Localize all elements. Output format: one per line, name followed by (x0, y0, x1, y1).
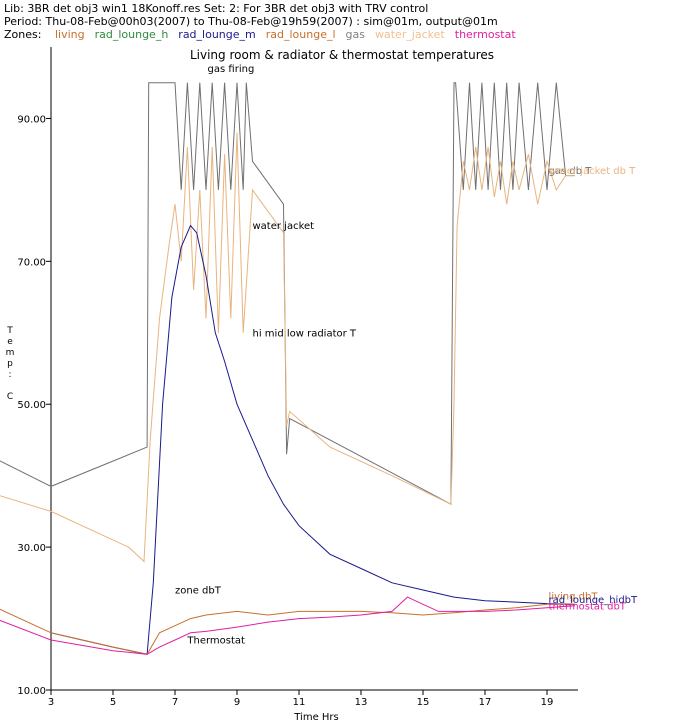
header-library-line: Lib: 3BR det obj3 win1 18Konoff.res Set:… (4, 2, 429, 15)
y-tick-label: 30.00 (17, 543, 46, 554)
x-tick-label: 7 (172, 697, 178, 708)
annotation: zone dbT (175, 586, 222, 597)
series-line (0, 82, 575, 506)
annotation: thermostat dbT (549, 601, 627, 612)
x-tick-label: 11 (293, 697, 306, 708)
annotation: water jacket db T (549, 166, 637, 177)
annotation: Thermostat (186, 636, 245, 647)
annotation: gas firing (208, 64, 255, 75)
chart-title: Living room & radiator & thermostat temp… (190, 48, 494, 62)
y-tick-label: 10.00 (17, 686, 46, 697)
zones-label: Zones: (4, 28, 42, 41)
annotation: gas db T (549, 166, 593, 177)
x-tick-label: 5 (110, 697, 116, 708)
x-axis-label: Time Hrs (293, 712, 339, 723)
series-line (0, 132, 575, 563)
zone-legend-item: rad_lounge_h (94, 28, 169, 41)
annotation: rad_lounge_hidbT (549, 595, 638, 606)
zone-legend-item: thermostat (454, 28, 516, 41)
y-tick-label: 50.00 (17, 400, 46, 411)
header-period-line: Period: Thu-08-Feb@00h03(2007) to Thu-08… (4, 15, 498, 28)
series-line (0, 603, 575, 655)
series-line (0, 596, 575, 655)
zone-legend-item: gas (345, 28, 365, 41)
annotation: hi mid low radiator T (253, 328, 357, 339)
zones-legend: Zones: living rad_lounge_h rad_lounge_m rad… (4, 28, 516, 41)
zone-legend-item: living (54, 28, 85, 41)
x-tick-label: 13 (355, 697, 368, 708)
zone-legend-item: rad_lounge_m (178, 28, 256, 41)
y-tick-label: 90.00 (17, 114, 46, 125)
series-line (50, 224, 575, 655)
x-tick-label: 3 (48, 697, 54, 708)
y-tick-label: 70.00 (17, 257, 46, 268)
x-tick-label: 15 (417, 697, 430, 708)
annotation: water jacket (253, 221, 315, 232)
zone-legend-item: water_jacket (375, 28, 445, 41)
x-tick-label: 9 (234, 697, 240, 708)
zone-legend-item: rad_lounge_l (265, 28, 336, 41)
x-tick-label: 19 (541, 697, 554, 708)
x-tick-label: 17 (479, 697, 492, 708)
annotation: living dbT (549, 591, 599, 602)
